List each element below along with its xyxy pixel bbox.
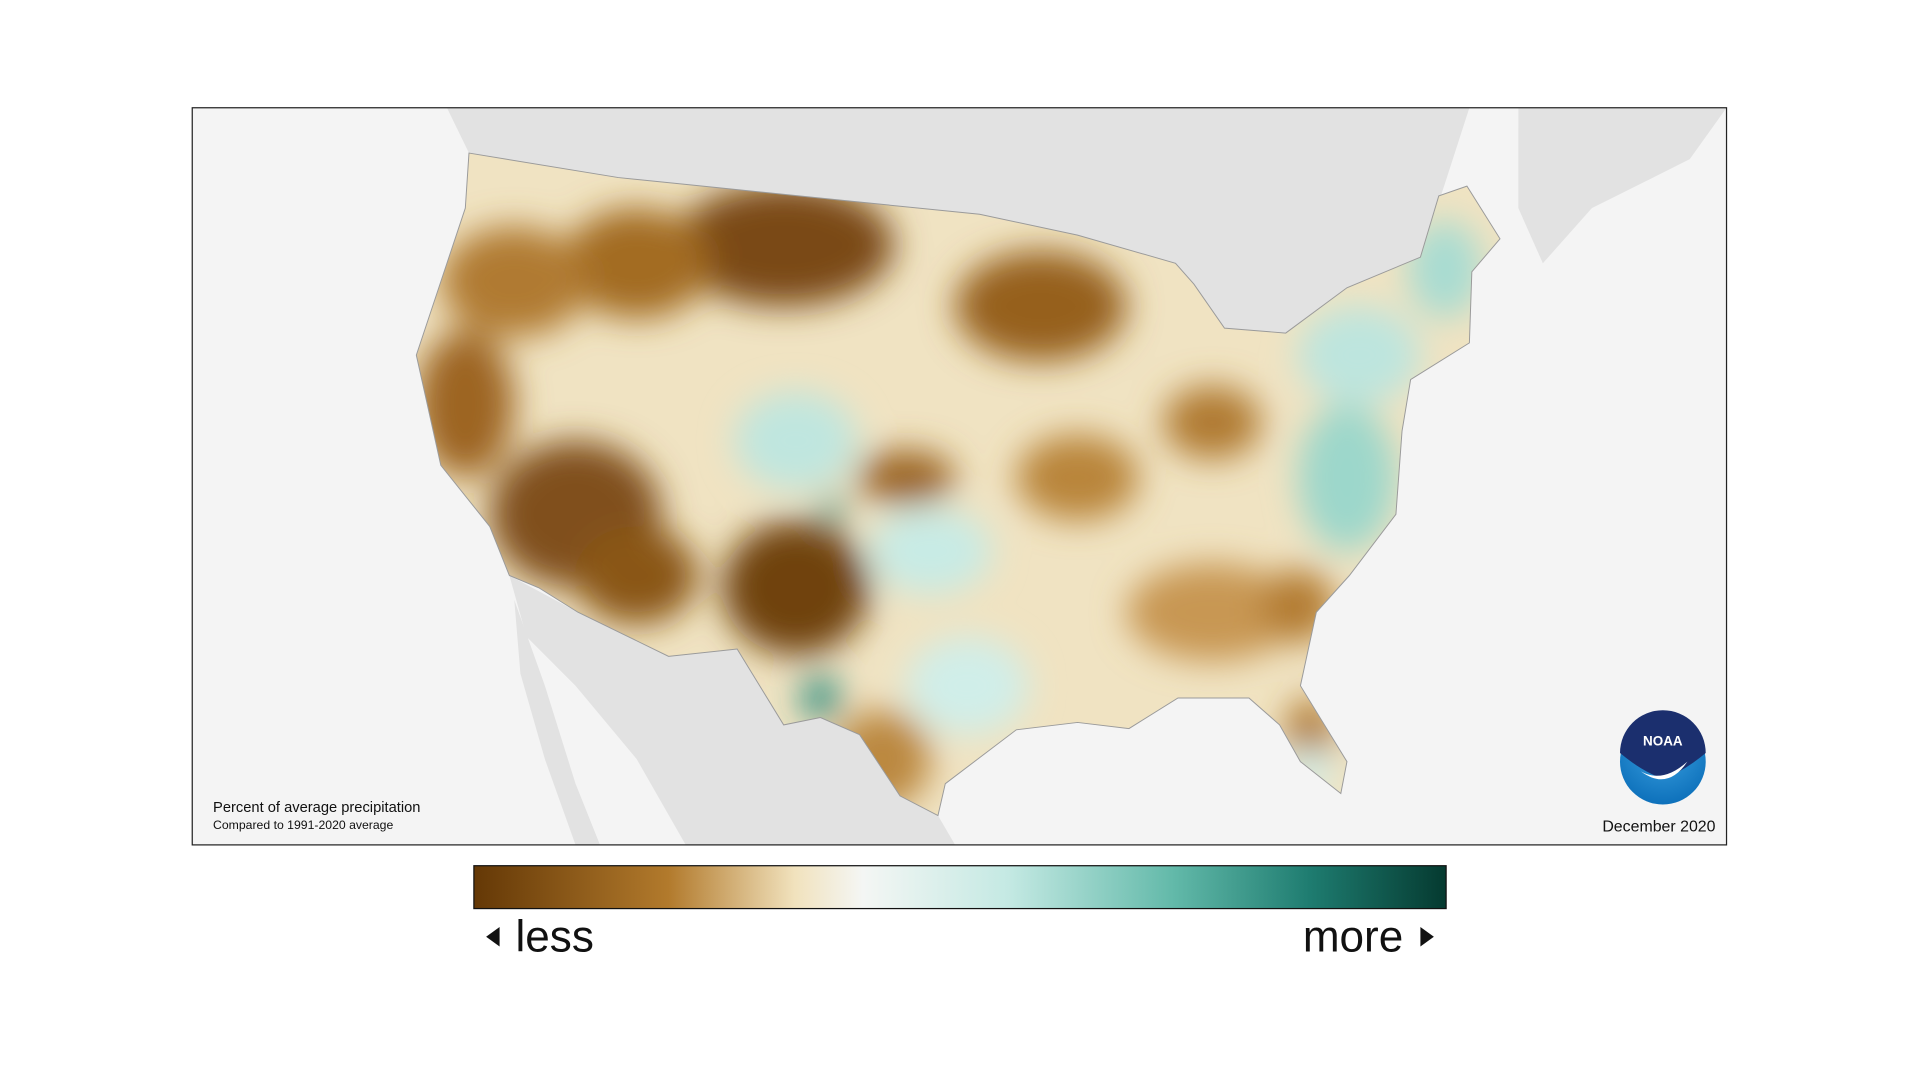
- noaa-logo: NOAA: [1620, 710, 1706, 805]
- baja: [514, 600, 600, 845]
- note-title: Percent of average precipitation: [213, 800, 420, 816]
- more-arrow: [1420, 926, 1434, 947]
- legend-low-label: less: [516, 912, 594, 961]
- canada-east: [1518, 107, 1727, 264]
- date-label: December 2020: [1602, 818, 1715, 835]
- note-subtitle: Compared to 1991-2020 average: [213, 818, 393, 832]
- canada: [446, 107, 1470, 334]
- precipitation-field: [416, 153, 1500, 816]
- logo-text: NOAA: [1643, 734, 1683, 749]
- legend-high-label: more: [1303, 912, 1403, 961]
- less-arrow: [486, 926, 500, 947]
- map-area: [192, 107, 1727, 845]
- logo-top: [1620, 710, 1706, 779]
- mexico: [509, 575, 956, 845]
- logo-bird: [1640, 761, 1688, 780]
- color-bar: [473, 865, 1447, 910]
- map-frame: [191, 107, 1728, 846]
